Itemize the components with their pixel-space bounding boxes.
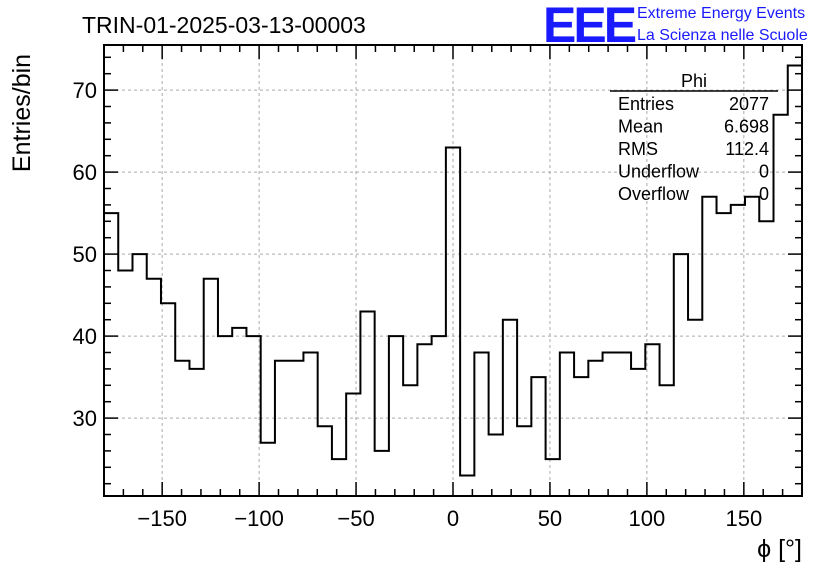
histogram-bin — [731, 205, 745, 496]
x-tick-label: 150 — [725, 506, 762, 531]
histogram-bin — [303, 353, 317, 497]
histogram-bin — [759, 221, 773, 496]
tick-labels: −150 −100 −50 0 50 100 150 30 40 50 60 70 — [73, 78, 763, 531]
stats-row-label: Underflow — [618, 162, 700, 182]
axis-ticks — [103, 45, 803, 496]
x-tick-label: 50 — [538, 506, 562, 531]
x-axis-title: ϕ [°] — [757, 535, 802, 563]
histogram-bin — [289, 361, 303, 496]
histogram-bin — [517, 426, 531, 496]
histogram-bin — [346, 394, 360, 497]
y-tick-label: 50 — [73, 242, 97, 267]
histogram-bin — [788, 66, 802, 497]
histogram-bin — [503, 320, 517, 496]
chart-title: TRIN-01-2025-03-13-00003 — [82, 12, 366, 38]
stats-row-label: RMS — [618, 139, 658, 159]
histogram-bin — [531, 377, 545, 496]
stats-row-value: 0 — [759, 162, 769, 182]
x-tick-label: −100 — [234, 506, 284, 531]
histogram-bin — [645, 344, 659, 496]
y-tick-label: 70 — [73, 78, 97, 103]
stats-box: Phi Entries 2077 Mean 6.698 RMS 112.4 Underflo… — [610, 71, 778, 204]
histogram-bin — [261, 443, 275, 496]
histogram-bin — [489, 435, 503, 497]
histogram-bin — [332, 459, 346, 496]
histogram-bin — [417, 344, 431, 496]
x-tick-label: 100 — [629, 506, 666, 531]
histogram-bin — [147, 279, 161, 496]
histogram-bin — [603, 353, 617, 497]
logo-line-2: La Scienza nelle Scuole — [637, 27, 808, 44]
histogram-bin — [318, 426, 332, 496]
histogram-line — [104, 45, 803, 477]
histogram-bin — [132, 254, 146, 496]
histogram-bin — [189, 369, 203, 496]
histogram-bin — [204, 279, 218, 496]
stats-row-value: 112.4 — [725, 139, 769, 159]
histogram-bin — [631, 369, 645, 496]
y-tick-label: 40 — [73, 324, 97, 349]
histogram-bin — [745, 197, 759, 496]
stats-row-value: 2077 — [729, 94, 769, 114]
histogram-bin — [432, 336, 446, 496]
histogram-bin — [588, 361, 602, 496]
histogram-bin — [175, 361, 189, 496]
histogram-bin — [560, 353, 574, 497]
histogram-bin — [104, 213, 118, 496]
histogram-bin — [232, 328, 246, 496]
y-tick-label: 30 — [73, 406, 97, 431]
y-tick-label: 60 — [73, 160, 97, 185]
y-axis-title: Entries/bin — [8, 54, 36, 172]
histogram-bin — [574, 377, 588, 496]
histogram-bin — [218, 336, 232, 496]
histogram-bin — [674, 254, 688, 496]
eee-logo: EEE Extreme Energy Events La Scienza nel… — [543, 0, 808, 53]
histogram-bin — [660, 385, 674, 496]
histogram-bin — [118, 271, 132, 497]
histogram-bin — [702, 197, 716, 496]
x-tick-label: 0 — [447, 506, 459, 531]
histogram-series — [104, 45, 803, 497]
histogram-bin — [275, 361, 289, 496]
stats-row-value: 6.698 — [724, 117, 769, 137]
grid-lines — [104, 45, 802, 496]
histogram-bin — [774, 115, 788, 496]
histogram-bin — [474, 353, 488, 497]
histogram-bin — [360, 312, 374, 497]
stats-box-name: Phi — [681, 71, 707, 91]
histogram-bin — [546, 459, 560, 496]
histogram-bin — [389, 336, 403, 496]
histogram-bin — [246, 336, 260, 496]
histogram-bin — [403, 385, 417, 496]
x-tick-label: −150 — [137, 506, 187, 531]
histogram-bin — [161, 303, 175, 496]
histogram-bin — [617, 353, 631, 497]
stats-row-label: Mean — [618, 117, 663, 137]
stats-row-label: Overflow — [618, 184, 690, 204]
histogram-bin — [688, 320, 702, 496]
stats-row-label: Entries — [618, 94, 674, 114]
logo-mark: EEE — [543, 0, 636, 53]
histogram-bin — [717, 213, 731, 496]
stats-row-value: 0 — [759, 184, 769, 204]
histogram-bin — [375, 451, 389, 496]
logo-line-1: Extreme Energy Events — [637, 5, 805, 22]
x-tick-label: −50 — [337, 506, 374, 531]
